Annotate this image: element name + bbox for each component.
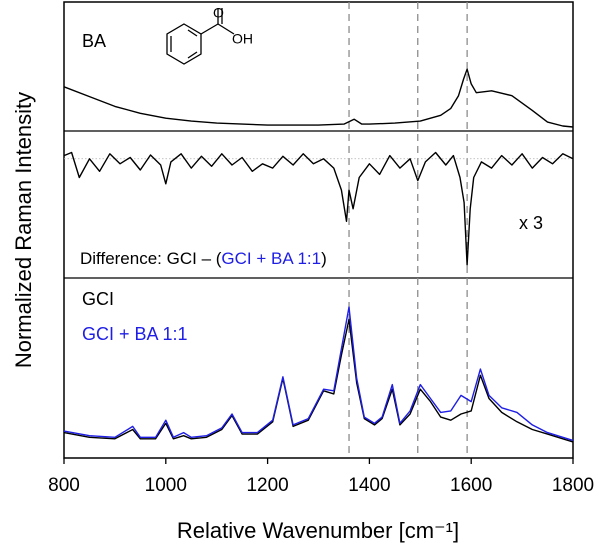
difference-series-difference-x3 bbox=[63, 151, 574, 266]
hydroxyl-label: OH bbox=[232, 30, 253, 46]
spectra-curves bbox=[63, 68, 574, 443]
x-axis-ticks: 800 1000 1200 1400 1600 1800 bbox=[48, 458, 594, 496]
plot-frame bbox=[63, 1, 574, 459]
ba-panel-label: BA bbox=[82, 31, 106, 51]
scale-factor-note: x 3 bbox=[519, 213, 543, 233]
legend-gci-ba: GCI + BA 1:1 bbox=[82, 324, 188, 344]
legend-gci: GCI bbox=[82, 289, 114, 309]
ba-series-ba bbox=[63, 68, 574, 128]
benzoic-acid-structure bbox=[166, 8, 235, 65]
x-tick-label-800: 800 bbox=[48, 475, 80, 496]
x-tick-label-1800: 1800 bbox=[552, 475, 594, 496]
difference-label-suffix: ) bbox=[321, 249, 327, 268]
x-axis-label-text: Relative Wavenumber [cm⁻¹] bbox=[177, 518, 459, 543]
difference-panel-label: Difference: GCI – (GCI + BA 1:1) bbox=[80, 249, 327, 268]
gci-series-gci-ba-1-1 bbox=[63, 306, 574, 442]
x-tick-label-1200: 1200 bbox=[246, 475, 288, 496]
gci-series-gci bbox=[63, 318, 574, 443]
carbonyl-oxygen-label: O bbox=[213, 4, 224, 20]
x-tick-label-1000: 1000 bbox=[145, 475, 187, 496]
reference-lines bbox=[348, 2, 468, 458]
difference-label-prefix: Difference: GCI – ( bbox=[80, 249, 222, 268]
x-tick-label-1400: 1400 bbox=[348, 475, 390, 496]
x-tick-label-1600: 1600 bbox=[450, 475, 492, 496]
difference-label-blue: GCI + BA 1:1 bbox=[221, 249, 321, 268]
y-axis-label: Normalized Raman Intensity bbox=[11, 92, 36, 368]
x-axis-label: Relative Wavenumber [cm⁻¹] bbox=[177, 518, 459, 543]
